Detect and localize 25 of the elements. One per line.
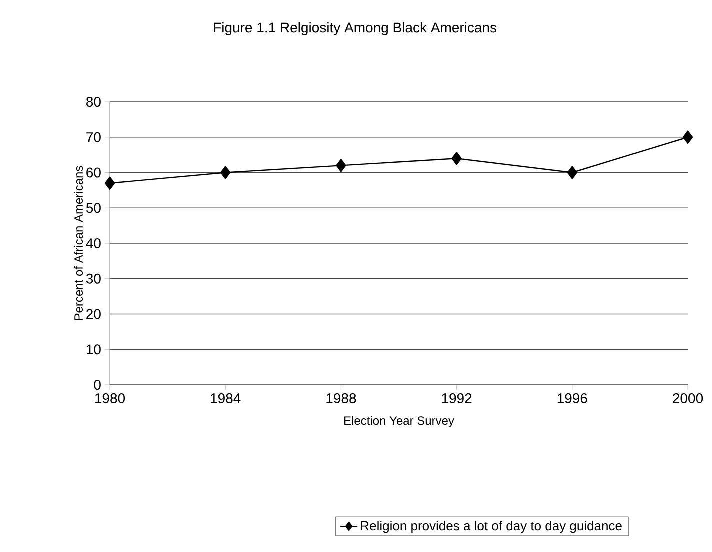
y-tick-label: 40 [86,238,101,248]
x-axis-title: Election Year Survey [344,416,454,428]
y-tick-label: 60 [86,168,101,178]
x-tick-label: 1996 [558,394,588,404]
y-tick-label: 10 [86,344,101,355]
x-tick-label: 1992 [442,394,472,404]
x-tick-label: 1988 [326,394,356,404]
y-tick-label: 0 [94,380,101,390]
x-tick-label: 1980 [95,394,126,404]
x-tick-label: 1984 [211,394,241,404]
y-tick-label: 50 [86,203,101,214]
point [452,152,462,166]
y-tick-label: 30 [86,274,101,284]
legend-label: Religion provides a lot of day to day guidance [361,521,622,534]
chart-title: Figure 1.1 Relgiosity Among Black Americans [214,22,497,36]
point [567,166,578,180]
x-tick-label: 2000 [673,394,704,404]
y-tick-label: 20 [86,309,101,320]
y-tick-label: 70 [86,132,101,142]
y-tick-label: 80 [86,97,101,107]
y-axis-title: Percent of African Americans [74,166,84,320]
point [104,176,116,190]
point [682,130,694,144]
point [220,166,231,180]
point [336,159,346,172]
